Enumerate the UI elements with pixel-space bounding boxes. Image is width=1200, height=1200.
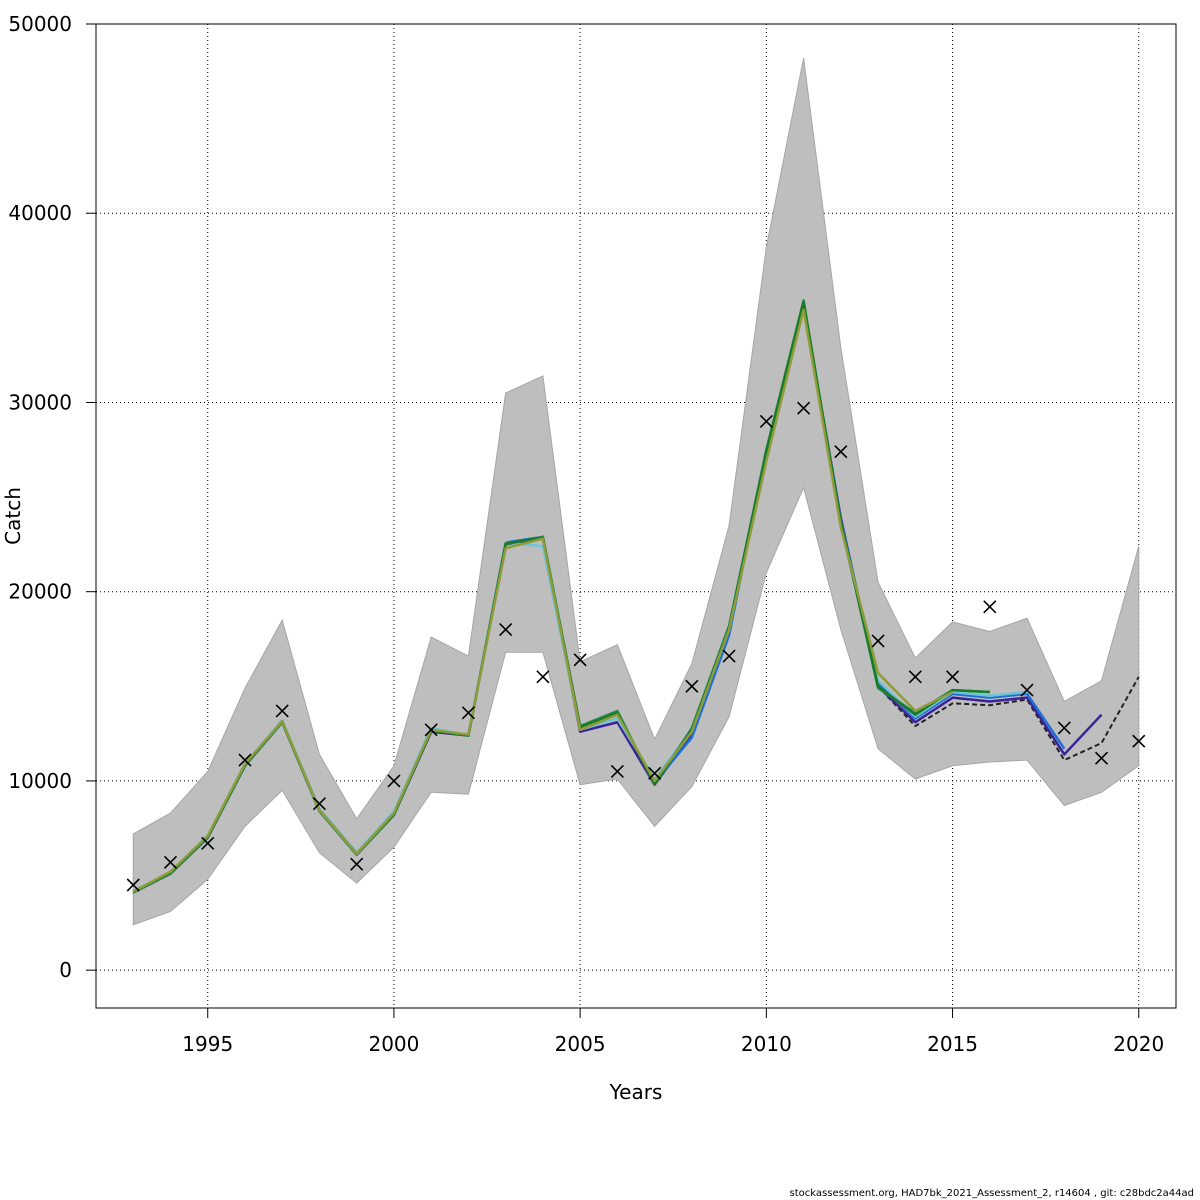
observed-point xyxy=(871,634,885,648)
x-tick-label: 2015 xyxy=(927,1032,978,1056)
observed-point-stroke xyxy=(834,445,848,459)
observed-point-stroke xyxy=(424,723,438,737)
observed-point-stroke xyxy=(238,753,252,767)
observed-point-stroke xyxy=(387,774,401,788)
observed-point xyxy=(610,764,624,779)
y-tick-label: 40000 xyxy=(8,201,72,225)
observed-point xyxy=(722,649,736,663)
observed-point-stroke xyxy=(163,855,178,869)
observed-point-stroke xyxy=(275,704,289,718)
observed-point-stroke xyxy=(461,706,475,720)
x-tick-label: 1995 xyxy=(182,1032,233,1056)
observed-point-stroke xyxy=(1020,683,1034,697)
observed-point xyxy=(573,653,587,667)
confidence-band xyxy=(132,57,1140,926)
observed-point-stroke xyxy=(350,857,364,871)
observed-point-stroke xyxy=(201,836,215,850)
observed-point-stroke xyxy=(685,679,699,693)
observed-point xyxy=(983,600,997,614)
y-tick-label: 30000 xyxy=(8,390,72,414)
x-axis-title: Years xyxy=(609,1080,663,1104)
observed-point-stroke xyxy=(983,600,997,614)
y-tick-label: 0 xyxy=(59,958,72,982)
x-tick-label: 2005 xyxy=(555,1032,606,1056)
plot-frame xyxy=(95,23,1177,1009)
observed-point xyxy=(1094,751,1109,765)
observed-point xyxy=(648,766,662,780)
observed-point-stroke xyxy=(945,670,960,684)
observed-point-stroke xyxy=(1132,734,1146,748)
footer-source: stockassessment.org, HAD7bk_2021_Assessm… xyxy=(789,1188,1194,1199)
observed-points xyxy=(126,401,1146,892)
observed-point-stroke xyxy=(1094,751,1109,765)
observed-point xyxy=(201,836,215,850)
observed-point xyxy=(275,704,289,718)
observed-point-stroke xyxy=(871,634,885,648)
observed-point-stroke xyxy=(126,878,140,892)
series-line-7 xyxy=(132,308,954,893)
observed-point xyxy=(945,670,960,684)
grid-lines xyxy=(96,23,1176,1008)
observed-point-stroke xyxy=(722,649,736,663)
x-tick-label: 2000 xyxy=(368,1032,419,1056)
observed-point xyxy=(797,401,811,415)
observed-point xyxy=(908,670,922,684)
x-tick-label: 2020 xyxy=(1113,1032,1164,1056)
observed-point xyxy=(312,797,327,811)
observed-point xyxy=(1057,721,1071,735)
series-line-1 xyxy=(132,304,1140,894)
series-lines xyxy=(132,299,1140,894)
observed-point-stroke xyxy=(797,401,811,415)
observed-point xyxy=(424,723,438,737)
confidence-band-area xyxy=(132,57,1140,926)
observed-point-stroke xyxy=(573,653,587,667)
series-line-3 xyxy=(132,302,1066,894)
observed-point xyxy=(163,855,178,869)
observed-point xyxy=(685,679,699,693)
observed-point xyxy=(238,753,252,767)
observed-point xyxy=(499,622,513,637)
observed-point xyxy=(1020,683,1034,697)
observed-point xyxy=(759,414,773,428)
observed-point-stroke xyxy=(759,414,773,428)
observed-point xyxy=(1132,734,1146,748)
observed-point-stroke xyxy=(908,670,922,684)
observed-point xyxy=(834,445,848,459)
observed-point-stroke xyxy=(312,797,327,811)
observed-point-stroke xyxy=(1057,721,1071,735)
series-line-2 xyxy=(132,304,1103,894)
observed-point-stroke xyxy=(610,764,624,779)
observed-point xyxy=(536,670,550,684)
observed-point xyxy=(461,706,475,720)
x-tick-label: 2010 xyxy=(741,1032,792,1056)
observed-point xyxy=(387,774,401,788)
y-tick-label: 50000 xyxy=(8,12,72,36)
y-tick-label: 10000 xyxy=(8,769,72,793)
observed-point-stroke xyxy=(648,766,662,780)
y-axis-title: Catch xyxy=(1,487,25,545)
observed-point-stroke xyxy=(499,622,513,637)
x-axis: 1995 2000 2005 2010 2015 2020 xyxy=(182,1008,1164,1056)
observed-point-stroke xyxy=(536,670,550,684)
observed-point xyxy=(126,878,140,892)
observed-point xyxy=(350,857,364,871)
y-axis: 0 10000 20000 30000 40000 50000 xyxy=(8,12,96,982)
y-tick-label: 20000 xyxy=(8,580,72,604)
